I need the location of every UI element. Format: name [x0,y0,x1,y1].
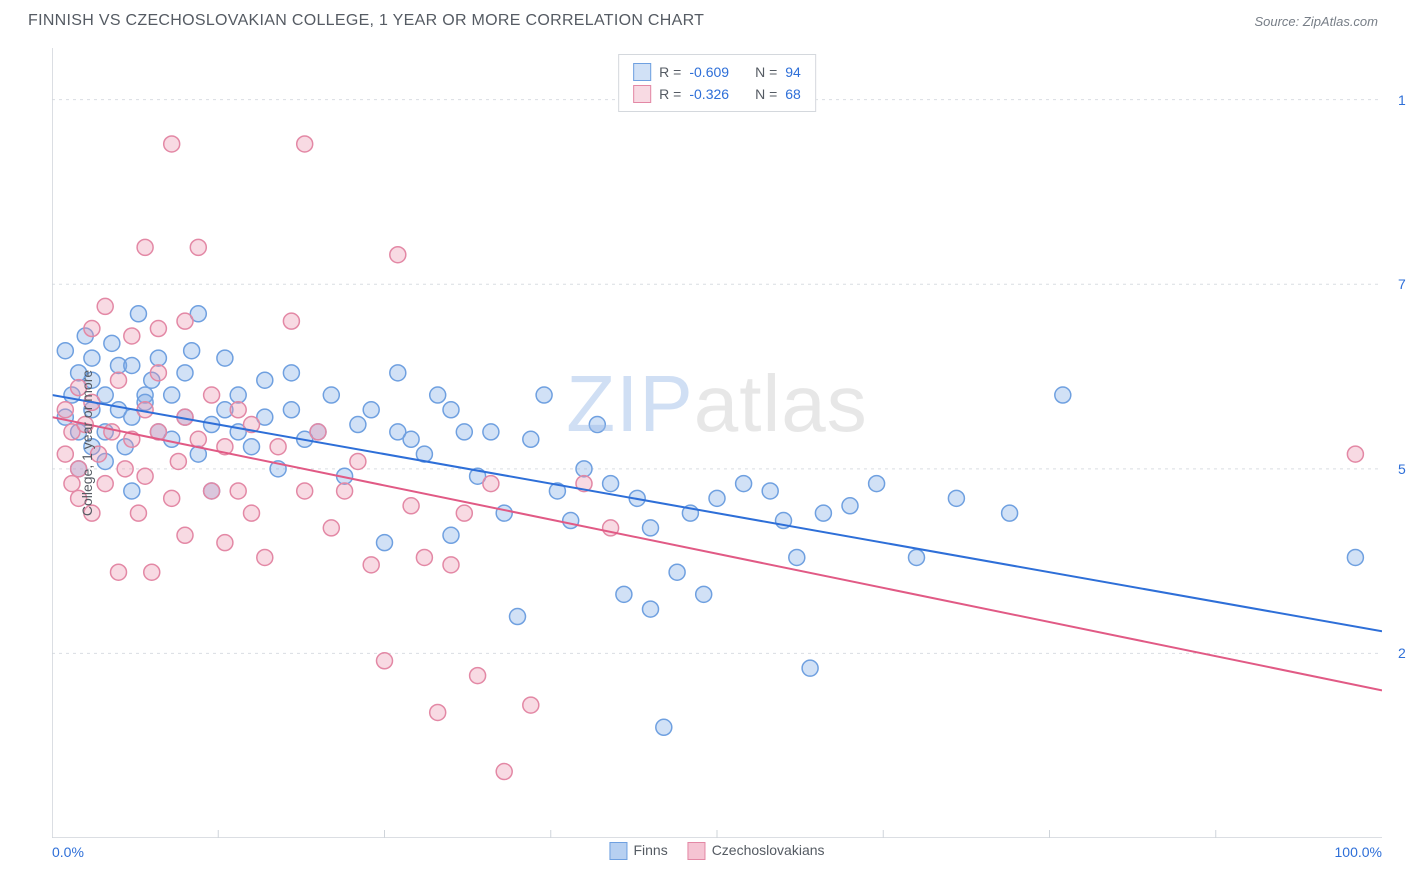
stat-r-label: R = [659,61,681,83]
source-credit: Source: ZipAtlas.com [1254,14,1378,29]
stat-n-value: 68 [785,83,801,105]
legend-item: Finns [609,842,667,860]
source-name: ZipAtlas.com [1303,14,1378,29]
stat-r-value: -0.609 [689,61,729,83]
stat-n-value: 94 [785,61,801,83]
stat-n-label: N = [755,83,777,105]
legend-label: Finns [633,842,667,858]
legend-swatch [633,85,651,103]
x-axis-max-label: 100.0% [1335,844,1382,860]
stats-legend: R = -0.609 N = 94 R = -0.326 N = 68 [618,54,816,112]
legend-item: Czechoslovakians [688,842,825,860]
stat-r-value: -0.326 [689,83,729,105]
y-tick-label: 50.0% [1390,461,1406,477]
y-axis-label: College, 1 year or more [79,370,95,516]
chart-title: FINNISH VS CZECHOSLOVAKIAN COLLEGE, 1 YE… [28,12,704,30]
x-axis-min-label: 0.0% [52,844,84,860]
stat-n-label: N = [755,61,777,83]
legend-label: Czechoslovakians [712,842,825,858]
series-legend: Finns Czechoslovakians [609,842,824,860]
y-tick-label: 75.0% [1390,276,1406,292]
y-tick-label: 25.0% [1390,645,1406,661]
y-tick-label: 100.0% [1390,92,1406,108]
chart-area: ZIPatlas College, 1 year or more R =-0.6… [52,48,1382,838]
stats-legend-row: R = -0.609 N = 94 [633,61,801,83]
scatter-plot-svg [52,48,1382,838]
stat-r-label: R = [659,83,681,105]
legend-swatch [688,842,706,860]
legend-swatch [609,842,627,860]
source-prefix: Source: [1254,14,1302,29]
legend-swatch [633,63,651,81]
stats-legend-row: R = -0.326 N = 68 [633,83,801,105]
